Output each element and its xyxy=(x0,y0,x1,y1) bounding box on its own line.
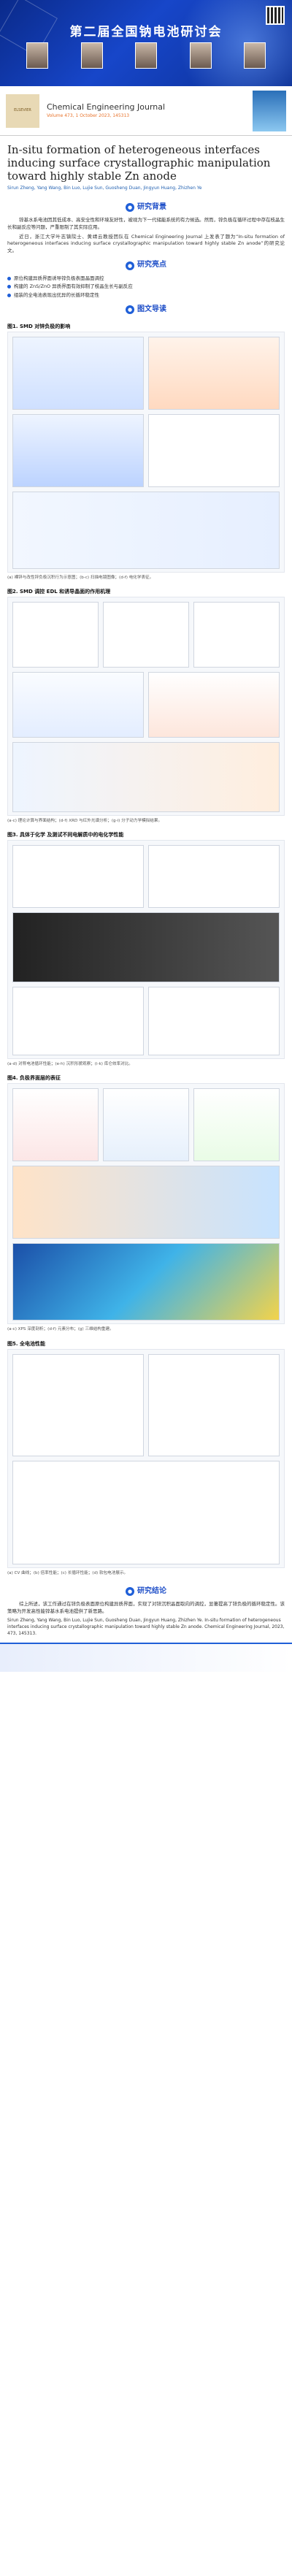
paragraph: 综上所述，该工作通过在锌负极表面原位构建异质界面，实现了对锌沉积晶面取向的调控，… xyxy=(7,1601,285,1614)
page-footer xyxy=(0,1643,292,1673)
figure-caption: (a) 裸锌与改性锌负极沉积行为示意图；(b-c) 扫描电镜图像；(d-f) 电… xyxy=(7,575,154,580)
speaker xyxy=(77,42,107,70)
speaker-photo xyxy=(26,42,48,69)
section-icon: ● xyxy=(126,261,134,270)
section-header-conclusion: ● 研究结论 xyxy=(0,1586,292,1597)
article-page: 第二届全国钠电池研讨会 ELSEVIER Chemical Engineerin… xyxy=(0,0,292,1673)
bullet-icon xyxy=(7,293,11,297)
bullet-icon xyxy=(7,276,11,280)
journal-name[interactable]: Chemical Engineering Journal xyxy=(47,102,166,112)
paper-title: In-situ formation of heterogeneous inter… xyxy=(7,143,271,183)
journal-volume[interactable]: Volume 473, 1 October 2023, 145313 xyxy=(47,113,130,119)
figure-label: 图2. SMD 调控 EDL 和诱导晶面的作用机理 xyxy=(7,588,111,595)
figure-label: 图5. 全电池性能 xyxy=(7,1340,45,1347)
speaker-row xyxy=(22,42,270,70)
section-header-background: ● 研究背景 xyxy=(0,202,292,213)
section-header-highlights: ● 研究亮点 xyxy=(0,260,292,271)
conference-banner[interactable]: 第二届全国钠电池研讨会 xyxy=(0,0,292,86)
figure-image[interactable] xyxy=(7,596,285,816)
reference-text[interactable]: Sirun Zheng, Yang Wang, Bin Luo, Lujie S… xyxy=(7,1618,285,1636)
figure-caption: (a-d) 对称电池循环性能；(e-h) 沉积形貌观察；(i-k) 库仑效率对比… xyxy=(7,1062,133,1067)
paper-authors[interactable]: Sirun Zheng, Yang Wang, Bin Luo, Lujie S… xyxy=(7,186,202,191)
section-icon: ● xyxy=(126,1587,134,1597)
banner-title: 第二届全国钠电池研讨会 xyxy=(69,25,223,39)
paragraph: 近日，浙江大学叶志镇院士、黄靖云教授团队在 Chemical Engineeri… xyxy=(7,234,285,253)
highlight-item: 组装的全电池表现出优异的长循环稳定性 xyxy=(7,292,285,299)
qr-code-icon[interactable] xyxy=(266,6,285,25)
journal-header: ELSEVIER Chemical Engineering Journal Vo… xyxy=(0,86,292,136)
section-icon: ● xyxy=(126,305,134,315)
highlight-item: 构建的 ZnS/ZnO 异质界面有效抑制了枝晶生长与副反应 xyxy=(7,283,285,290)
figure-image[interactable] xyxy=(7,1348,285,1568)
speaker xyxy=(239,42,270,70)
speaker xyxy=(185,42,216,70)
figure-image[interactable] xyxy=(7,840,285,1060)
figure-caption: (a-c) XPS 深度剖析；(d-f) 元素分布；(g) 三维结构重建。 xyxy=(7,1327,114,1332)
journal-cover-image xyxy=(253,90,286,131)
figure-caption: (a-c) 理论计算与界面结构；(d-f) XRD 与红外光谱分析；(g-i) … xyxy=(7,818,163,823)
bullet-icon xyxy=(7,285,11,289)
figure-label: 图1. SMD 对锌负极的影响 xyxy=(7,323,71,329)
paragraph: 锌基水系电池因其低成本、高安全性和环境友好性，被视为下一代储能系统的有力候选。然… xyxy=(7,217,285,230)
speaker-photo xyxy=(244,42,266,69)
highlights-list: 原位构建异质界面诱导锌负极表面晶面调控 构建的 ZnS/ZnO 异质界面有效抑制… xyxy=(7,275,285,299)
section-header-figures: ● 图文导读 xyxy=(0,305,292,316)
speaker-photo xyxy=(135,42,157,69)
highlight-item: 原位构建异质界面诱导锌负极表面晶面调控 xyxy=(7,275,285,282)
speaker-photo xyxy=(80,42,103,69)
figure-image[interactable] xyxy=(7,331,285,573)
speaker-photo xyxy=(189,42,212,69)
figure-caption: (a) CV 曲线；(b) 倍率性能；(c) 长循环性能；(d) 软包电池展示。 xyxy=(7,1570,128,1575)
publisher-logo: ELSEVIER xyxy=(6,93,39,128)
figure-image[interactable] xyxy=(7,1083,285,1325)
speaker xyxy=(131,42,161,70)
speaker xyxy=(22,42,53,70)
figure-label: 图4. 负极界面层的表征 xyxy=(7,1075,61,1082)
section-icon: ● xyxy=(126,202,134,212)
figure-label: 图3. 具体于化学 及测试不同电解质中的电化学性能 xyxy=(7,832,124,838)
